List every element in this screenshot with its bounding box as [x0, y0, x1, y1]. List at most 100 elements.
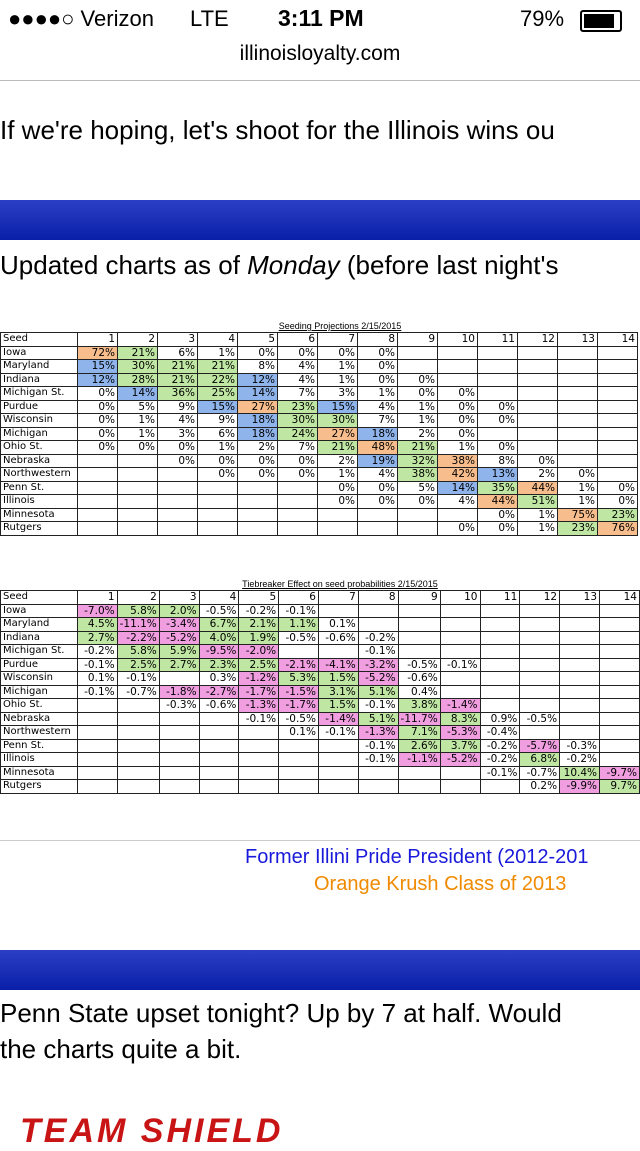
- header-cell: 4: [198, 590, 240, 605]
- cell: 4%: [277, 372, 318, 387]
- table-title: Seeding Projections 2/15/2015: [278, 321, 402, 331]
- cell: 0%: [397, 386, 438, 401]
- cell: [277, 480, 318, 495]
- cell: [517, 399, 558, 414]
- cell: [277, 521, 318, 536]
- cell: 8%: [477, 453, 518, 468]
- table: Seed 1 2 3 4 5 6 7 8 9 10 11 12 13 14 Iowa -7.0% 5.8% 2.0%…: [0, 590, 640, 794]
- cell: [198, 725, 240, 740]
- cell: [519, 603, 561, 618]
- cell: [397, 521, 438, 536]
- cell: [559, 644, 601, 659]
- cell: -9.5%: [198, 644, 240, 659]
- header-cell: 14: [599, 590, 640, 605]
- row: Ohio St. 0% 0% 0% 1% 2% 7% 21% 48% 21% 1% 0%: [0, 440, 638, 455]
- cell: 0%: [477, 507, 518, 522]
- cell: 3.7%: [439, 738, 481, 753]
- cell: 1%: [317, 467, 358, 482]
- battery: 79%: [520, 6, 565, 31]
- cell: 3.1%: [317, 684, 359, 699]
- cell: 23%: [557, 521, 598, 536]
- header-cell: 1: [77, 332, 118, 347]
- row: Ohio St. -0.3% -0.6% -1.3% -1.7% 1.5% -0.1% 3.8…: [0, 698, 640, 713]
- table: Seed 1 2 3 4 5 6 7 8 9 10 11 12 13 14 Iowa 72% 21% 6% 1% 0% 0…: [0, 332, 638, 536]
- cell: [439, 644, 481, 659]
- cell: [76, 779, 118, 794]
- cell: 35%: [477, 480, 518, 495]
- cell: 0%: [77, 426, 118, 441]
- cell: [357, 603, 399, 618]
- cell: -5.7%: [519, 738, 561, 753]
- row: Illinois -0.1% -1.1% -5.2% -0.2% 6.8% -0.2%: [0, 752, 640, 767]
- cell: [559, 711, 601, 726]
- cell: [477, 345, 518, 360]
- cell: -5.3%: [439, 725, 481, 740]
- post-text: If we're hoping, let's shoot for the Ill…: [0, 115, 555, 145]
- cell: [559, 603, 601, 618]
- cell: [117, 494, 158, 509]
- cell: 0%: [117, 440, 158, 455]
- cell: [559, 698, 601, 713]
- cell: -1.5%: [278, 684, 319, 699]
- cell: [479, 630, 521, 645]
- cell: 7.1%: [397, 725, 441, 740]
- cell: -0.2%: [479, 738, 521, 753]
- text: (before last night's: [339, 250, 559, 280]
- cell: 28%: [117, 372, 158, 387]
- header-cell: 9: [397, 590, 441, 605]
- cell: [599, 630, 640, 645]
- cell: 0%: [317, 494, 358, 509]
- cell: 25%: [197, 386, 238, 401]
- cell: 0%: [437, 399, 478, 414]
- cell: 0%: [357, 494, 398, 509]
- cell: 2%: [317, 453, 358, 468]
- header-cell: 6: [277, 332, 318, 347]
- cell: [479, 684, 521, 699]
- team-name: Nebraska: [0, 453, 78, 468]
- cell: 5.3%: [278, 671, 319, 686]
- cell: [117, 507, 158, 522]
- header-cell: 3: [157, 332, 198, 347]
- header-cell: 4: [197, 332, 238, 347]
- cell: -1.8%: [158, 684, 200, 699]
- cell: -0.2%: [238, 603, 280, 618]
- cell: [437, 359, 478, 374]
- cell: [397, 765, 441, 780]
- url[interactable]: illinoisloyalty.com: [239, 42, 401, 65]
- header-cell: 3: [158, 590, 200, 605]
- cell: 0.1%: [317, 617, 359, 632]
- row: Illinois 0% 0% 0% 4% 44% 51% 1% 0%: [0, 494, 638, 509]
- cell: [479, 779, 521, 794]
- cell: -0.7%: [519, 765, 561, 780]
- header-cell: 8: [357, 332, 398, 347]
- cell: [557, 345, 598, 360]
- row: Rutgers 0% 0% 1% 23% 76%: [0, 521, 638, 536]
- cell: 8.3%: [439, 711, 481, 726]
- header-cell: 9: [397, 332, 438, 347]
- cell: -0.2%: [479, 752, 521, 767]
- cell: 0%: [317, 480, 358, 495]
- logo: TEAM SHIELD: [20, 1112, 284, 1150]
- cell: 24%: [277, 426, 318, 441]
- row: Northwestern 0.1% -0.1% -1.3% 7.1% -5.3% -0.4%: [0, 725, 640, 740]
- cell: [599, 752, 640, 767]
- row: Nebraska -0.1% -0.5% -1.4% 5.1% -11.7% 8.3% 0.9…: [0, 711, 640, 726]
- cell: [198, 765, 240, 780]
- row: Minnesota 0% 1% 75% 23%: [0, 507, 638, 522]
- cell: [76, 738, 118, 753]
- cell: [397, 603, 441, 618]
- team-name: Purdue: [0, 657, 78, 672]
- cell: [198, 779, 240, 794]
- cell: -1.7%: [238, 684, 280, 699]
- cell: [517, 359, 558, 374]
- cell: 44%: [517, 480, 558, 495]
- cell: 1.9%: [238, 630, 280, 645]
- cell: 0%: [357, 359, 398, 374]
- cell: [597, 372, 638, 387]
- cell: 1%: [357, 386, 398, 401]
- cell: [76, 725, 118, 740]
- cell: 48%: [357, 440, 398, 455]
- team-name: Ohio St.: [0, 698, 78, 713]
- cell: [437, 507, 478, 522]
